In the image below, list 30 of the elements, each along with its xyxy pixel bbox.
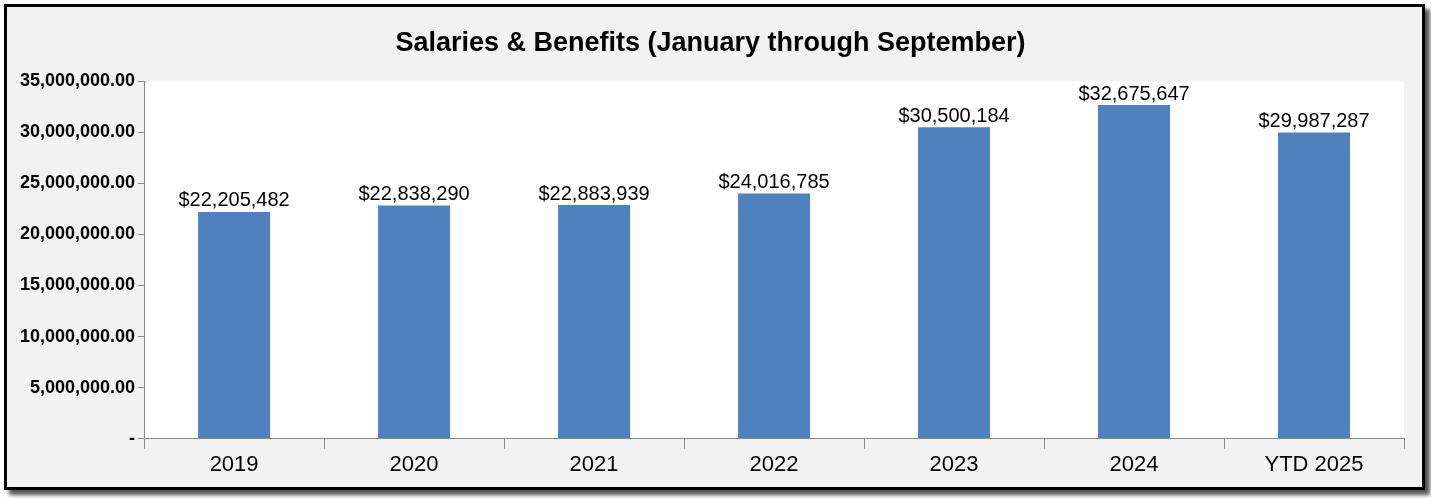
data-label: $22,883,939 bbox=[538, 181, 650, 204]
data-label: $30,500,184 bbox=[898, 103, 1010, 126]
x-tick-label: 2020 bbox=[389, 450, 439, 476]
data-label: $24,016,785 bbox=[718, 170, 830, 193]
data-label: $32,675,647 bbox=[1078, 81, 1190, 104]
data-label: $22,205,482 bbox=[178, 188, 290, 211]
bar bbox=[738, 193, 811, 439]
y-tick-label: 35,000,000.00 bbox=[19, 70, 136, 91]
x-tick-label: 2021 bbox=[569, 450, 619, 476]
x-tick-label: 2023 bbox=[929, 450, 979, 476]
y-tick-label: - bbox=[129, 427, 136, 448]
x-tick-label: 2024 bbox=[1109, 450, 1159, 476]
y-tick-label: 20,000,000.00 bbox=[19, 223, 136, 244]
y-tick-label: 25,000,000.00 bbox=[19, 172, 136, 193]
chart-title: Salaries & Benefits (January through September) bbox=[395, 26, 1026, 57]
y-tick-label: 10,000,000.00 bbox=[19, 325, 136, 346]
bar bbox=[198, 211, 271, 439]
data-label: $22,838,290 bbox=[358, 182, 470, 205]
y-tick-label: 30,000,000.00 bbox=[19, 121, 136, 142]
bar bbox=[378, 205, 451, 439]
bar bbox=[558, 205, 631, 439]
bar bbox=[1278, 132, 1351, 439]
x-tick-label: 2019 bbox=[209, 450, 259, 476]
y-tick-label: 15,000,000.00 bbox=[19, 274, 136, 295]
data-label: $29,987,287 bbox=[1258, 109, 1370, 132]
x-tick-label: YTD 2025 bbox=[1264, 450, 1364, 476]
y-tick-label: 5,000,000.00 bbox=[30, 376, 136, 397]
x-tick-label: 2022 bbox=[749, 450, 799, 476]
bar bbox=[1098, 105, 1171, 439]
bar bbox=[918, 127, 991, 439]
